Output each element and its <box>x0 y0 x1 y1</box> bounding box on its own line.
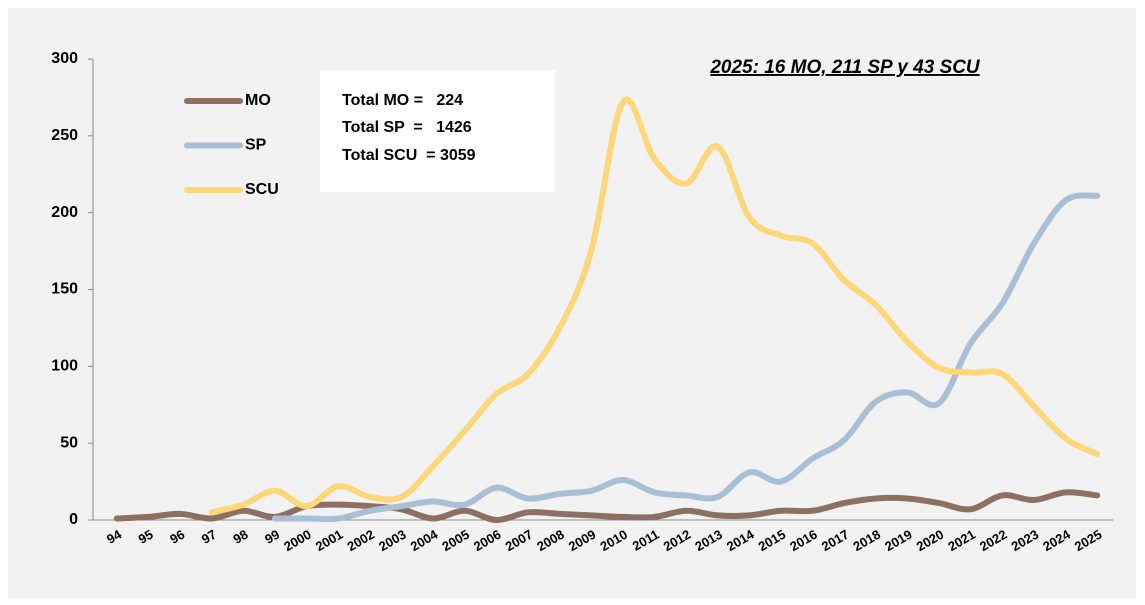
y-tick-label: 50 <box>60 434 78 451</box>
x-tick-label: 98 <box>231 527 251 547</box>
y-tick-label: 300 <box>51 50 78 67</box>
series-line <box>271 192 1101 523</box>
x-tick-label: 95 <box>136 527 156 547</box>
total-label: Total SCU = 3059 <box>342 147 476 164</box>
total-label: Total SP = 1426 <box>342 119 472 136</box>
total-label: Total MO = 224 <box>342 92 463 109</box>
legend-label: SP <box>245 137 267 154</box>
x-tick-label: 99 <box>262 527 282 547</box>
y-tick-label: 150 <box>51 281 78 298</box>
series-line <box>208 96 1101 516</box>
legend-label: SCU <box>245 181 279 198</box>
annotation: 2025: 16 MO, 211 SP y 43 SCU <box>709 57 981 78</box>
y-tick-label: 0 <box>69 511 78 528</box>
legend-label: MO <box>245 92 271 109</box>
y-tick-label: 100 <box>51 358 78 375</box>
x-tick-label: 97 <box>199 527 219 547</box>
totals-box <box>320 70 555 192</box>
x-tick-label: 96 <box>167 527 187 547</box>
y-tick-label: 250 <box>51 127 78 144</box>
y-tick-label: 200 <box>51 204 78 221</box>
